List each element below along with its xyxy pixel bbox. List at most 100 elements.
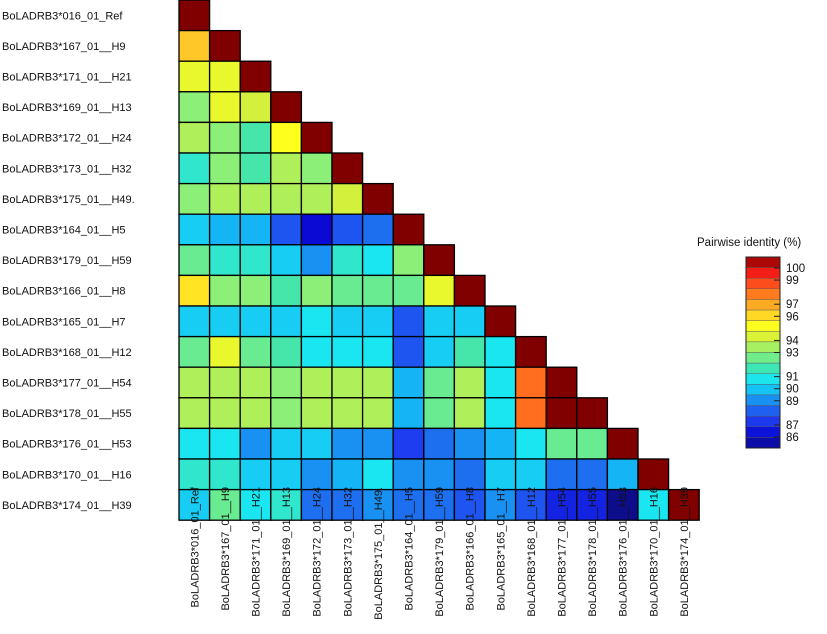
heatmap-cell (392, 427, 425, 460)
heatmap-cell (270, 213, 303, 246)
heatmap-cell (361, 366, 394, 399)
heatmap-cell (270, 397, 303, 430)
column-label: BoLADRB3*178_01__H55 (587, 487, 599, 617)
legend-color-step (745, 373, 781, 385)
heatmap-cell (178, 244, 211, 277)
heatmap-cell (300, 182, 333, 215)
heatmap-cell (178, 397, 211, 430)
column-label: BoLADRB3*177_01__H54 (557, 487, 569, 617)
heatmap-cell (361, 335, 394, 368)
heatmap-cell (208, 121, 241, 154)
heatmap-cell (270, 305, 303, 338)
heatmap-cell (514, 427, 547, 460)
heatmap-cell (208, 152, 241, 185)
heatmap-cell (331, 366, 364, 399)
heatmap-cell (576, 488, 609, 521)
heatmap-cell (239, 60, 272, 93)
legend-color-step (745, 256, 781, 268)
legend-color-step (745, 288, 781, 300)
heatmap-cell (300, 366, 333, 399)
heatmap-cell (300, 427, 333, 460)
heatmap-cell (239, 305, 272, 338)
heatmap-cell (453, 427, 486, 460)
heatmap-cell (300, 213, 333, 246)
heatmap-cells (178, 0, 700, 521)
heatmap-cell (576, 458, 609, 491)
heatmap-cell (361, 244, 394, 277)
heatmap-cell (331, 305, 364, 338)
heatmap-cell (331, 152, 364, 185)
row-label: BoLADRB3*165_01__H7 (2, 316, 126, 328)
legend-color-step (745, 267, 781, 279)
heatmap-cell (178, 305, 211, 338)
heatmap-cell (392, 213, 425, 246)
heatmap-cell (514, 335, 547, 368)
heatmap-cell (637, 488, 670, 521)
column-label: BoLADRB3*164_01__H5 (404, 487, 416, 611)
heatmap-cell (239, 91, 272, 124)
row-label: BoLADRB3*171_01__H21 (2, 72, 132, 84)
row-label: BoLADRB3*176_01__H53 (2, 439, 132, 451)
heatmap-cell (484, 305, 517, 338)
heatmap-cell (208, 274, 241, 307)
legend-color-step (745, 394, 781, 406)
row-label: BoLADRB3*179_01__H59 (2, 255, 132, 267)
column-label: BoLADRB3*172_01__H24 (312, 487, 324, 617)
heatmap-cell (208, 91, 241, 124)
heatmap-cell (270, 244, 303, 277)
row-label: BoLADRB3*172_01__H24 (2, 133, 132, 145)
legend-color-step (745, 309, 781, 321)
heatmap-cell (331, 274, 364, 307)
row-label: BoLADRB3*174_01__H39 (2, 500, 132, 512)
heatmap-cell (484, 335, 517, 368)
heatmap-cell (270, 427, 303, 460)
heatmap-cell (300, 152, 333, 185)
heatmap-cell (423, 458, 456, 491)
heatmap-cell (514, 488, 547, 521)
heatmap-cell (178, 152, 211, 185)
heatmap-cell (178, 274, 211, 307)
heatmap-cell (208, 305, 241, 338)
heatmap-cell (514, 458, 547, 491)
heatmap-cell (392, 335, 425, 368)
heatmap-cell (423, 427, 456, 460)
legend-tick-label: 93 (786, 348, 799, 360)
row-label: BoLADRB3*169_01__H13 (2, 102, 132, 114)
heatmap-cell (270, 121, 303, 154)
heatmap-cell (545, 488, 578, 521)
legend-color-step (745, 405, 781, 417)
heatmap-cell (331, 427, 364, 460)
row-label: BoLADRB3*173_01__H32 (2, 163, 132, 175)
heatmap-cell (178, 458, 211, 491)
heatmap-cell (484, 366, 517, 399)
heatmap-cell (545, 366, 578, 399)
column-label: BoLADRB3*171_01__H21 (251, 487, 263, 617)
heatmap-cell (545, 458, 578, 491)
heatmap-cell (361, 458, 394, 491)
column-label: BoLADRB3*169_01__H13 (281, 487, 293, 617)
heatmap-cell (270, 152, 303, 185)
heatmap-cell (178, 60, 211, 93)
heatmap-cell (300, 488, 333, 521)
heatmap-cell (270, 182, 303, 215)
heatmap-cell (208, 244, 241, 277)
heatmap-cell (300, 458, 333, 491)
heatmap-cell (545, 427, 578, 460)
heatmap-cell (423, 274, 456, 307)
heatmap-cell (270, 366, 303, 399)
row-label: BoLADRB3*178_01__H55 (2, 408, 132, 420)
heatmap-cell (453, 274, 486, 307)
heatmap-cell (178, 182, 211, 215)
heatmap-cell (208, 60, 241, 93)
heatmap-cell (239, 244, 272, 277)
column-labels: BoLADRB3*016_01_Ref BoLADRB3*167_01__H9 Bo… (189, 486, 691, 620)
legend-tick-label: 86 (786, 432, 799, 444)
heatmap-cell (208, 488, 241, 521)
heatmap-cell (300, 244, 333, 277)
heatmap-cell (361, 274, 394, 307)
row-label: BoLADRB3*166_01__H8 (2, 286, 126, 298)
heatmap-cell (667, 488, 700, 521)
heatmap-cell (270, 91, 303, 124)
heatmap-cell (606, 427, 639, 460)
